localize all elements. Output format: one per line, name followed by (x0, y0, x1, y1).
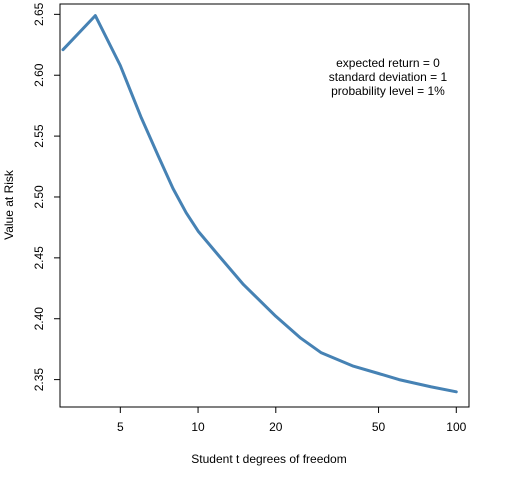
annotation-expected-return: expected return = 0 (336, 56, 440, 70)
x-tick-label: 100 (446, 420, 466, 434)
x-tick-label: 20 (269, 420, 283, 434)
x-axis: 5 10 20 50 100 (117, 407, 467, 434)
annotation-box: expected return = 0 standard deviation =… (329, 56, 448, 98)
x-axis-title: Student t degrees of freedom (191, 452, 346, 466)
annotation-probability-level: probability level = 1% (331, 84, 445, 98)
x-tick-label: 50 (372, 420, 386, 434)
y-axis-title: Value at Risk (2, 169, 16, 240)
annotation-standard-deviation: standard deviation = 1 (329, 70, 448, 84)
var-series-line (61, 14, 458, 394)
plot-frame (59, 3, 470, 408)
y-tick-label: 2.50 (32, 185, 46, 209)
y-tick-label: 2.35 (32, 368, 46, 392)
y-tick-label: 2.60 (32, 63, 46, 87)
y-tick-label: 2.65 (32, 2, 46, 26)
y-tick-label: 2.45 (32, 246, 46, 270)
y-axis: 2.35 2.40 2.45 2.50 2.55 2.60 2.65 (32, 2, 60, 391)
x-tick-label: 5 (117, 420, 124, 434)
y-tick-label: 2.55 (32, 124, 46, 148)
x-tick-label: 10 (191, 420, 205, 434)
y-tick-label: 2.40 (32, 307, 46, 331)
